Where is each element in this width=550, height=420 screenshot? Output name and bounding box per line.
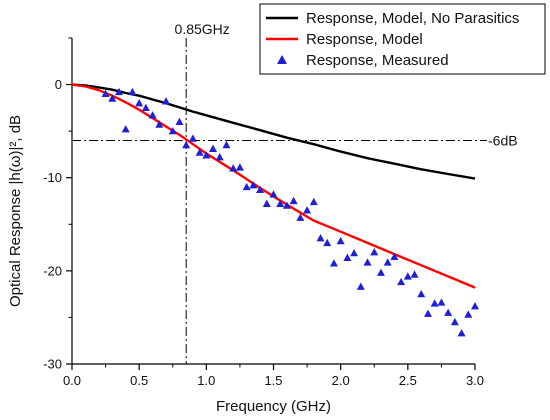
- measured-point: [155, 120, 164, 128]
- measured-point: [141, 103, 150, 112]
- measured-point: [182, 140, 191, 149]
- measured-point: [329, 259, 338, 267]
- y-axis-title: Optical Response |h(ω)|², dB: [7, 115, 24, 307]
- legend-label-measured: Response, Measured: [306, 52, 449, 69]
- measured-point: [450, 317, 459, 326]
- legend-label-model: Response, Model: [306, 31, 423, 48]
- x-tick-label: 0.0: [63, 373, 81, 388]
- measured-point: [262, 199, 271, 207]
- series-measured-points: [101, 87, 479, 337]
- measured-point: [316, 234, 325, 242]
- annotation-horizontal-label: -6dB: [488, 132, 518, 148]
- measured-point: [376, 268, 385, 276]
- measured-point: [188, 134, 197, 142]
- series-layer: [71, 83, 479, 337]
- measured-point: [269, 190, 278, 198]
- measured-point: [108, 94, 117, 102]
- y-tick-label: 0: [55, 77, 62, 92]
- measured-point: [309, 197, 318, 206]
- y-tick-label: -10: [43, 170, 62, 185]
- measured-point: [101, 89, 110, 98]
- measured-point: [444, 308, 453, 316]
- measured-point: [397, 277, 406, 286]
- measured-point: [115, 87, 124, 96]
- measured-point: [343, 253, 352, 261]
- measured-point: [242, 182, 251, 191]
- measured-point: [363, 258, 372, 266]
- measured-point: [135, 99, 144, 107]
- measured-point: [356, 282, 365, 290]
- measured-point: [121, 125, 130, 133]
- measured-point: [303, 206, 312, 214]
- measured-point: [256, 185, 265, 193]
- measured-point: [457, 329, 466, 337]
- measured-point: [168, 126, 177, 135]
- measured-point: [423, 309, 432, 317]
- measured-point: [464, 310, 473, 318]
- measured-point: [417, 289, 426, 298]
- measured-point: [471, 302, 479, 310]
- x-tick-label: 1.5: [264, 373, 282, 388]
- annotation-vertical-label: 0.85GHz: [175, 21, 230, 37]
- x-tick-label: 1.0: [197, 373, 215, 388]
- legend: Response, Model, No Parasitics Response,…: [259, 3, 546, 75]
- axis-ticks: [66, 37, 476, 370]
- measured-point: [390, 252, 399, 261]
- measured-point: [148, 111, 157, 119]
- measured-point: [215, 153, 224, 161]
- measured-point: [430, 299, 439, 307]
- x-axis-title: Frequency (GHz): [216, 398, 331, 415]
- x-tick-label: 2.0: [332, 373, 350, 388]
- measured-point: [410, 270, 419, 278]
- measured-point: [437, 298, 446, 306]
- y-tick-label: -30: [43, 357, 62, 372]
- measured-point: [336, 236, 345, 245]
- axis-tick-labels: 0.0 0.5 1.0 1.5 2.0 2.5 3.0 0 -10 -20 -30: [43, 77, 484, 388]
- series-line-no-parasitics: [71, 83, 476, 180]
- x-tick-label: 0.5: [130, 373, 148, 388]
- measured-point: [249, 180, 258, 189]
- x-tick-label: 3.0: [466, 373, 484, 388]
- measured-point: [370, 248, 379, 256]
- x-tick-label: 2.5: [399, 373, 417, 388]
- measured-point: [229, 164, 238, 172]
- measured-point: [235, 163, 244, 171]
- measured-point: [162, 97, 171, 105]
- measured-point: [296, 213, 305, 221]
- measured-point: [195, 148, 204, 156]
- measured-point: [276, 199, 285, 207]
- legend-swatch-measured: [277, 55, 287, 64]
- measured-point: [282, 201, 291, 209]
- measured-point: [209, 144, 218, 152]
- legend-label-no-parasitics: Response, Model, No Parasitics: [306, 10, 519, 27]
- legend-box: [259, 3, 546, 75]
- measured-point: [175, 117, 184, 125]
- measured-point: [222, 140, 231, 149]
- measured-point: [403, 272, 412, 280]
- y-tick-label: -20: [43, 263, 62, 278]
- measured-point: [350, 248, 359, 257]
- measured-point: [383, 258, 392, 266]
- reference-lines: [72, 38, 487, 364]
- measured-point: [128, 87, 137, 96]
- measured-point: [202, 151, 211, 159]
- measured-point: [289, 196, 298, 205]
- measured-point: [323, 238, 332, 247]
